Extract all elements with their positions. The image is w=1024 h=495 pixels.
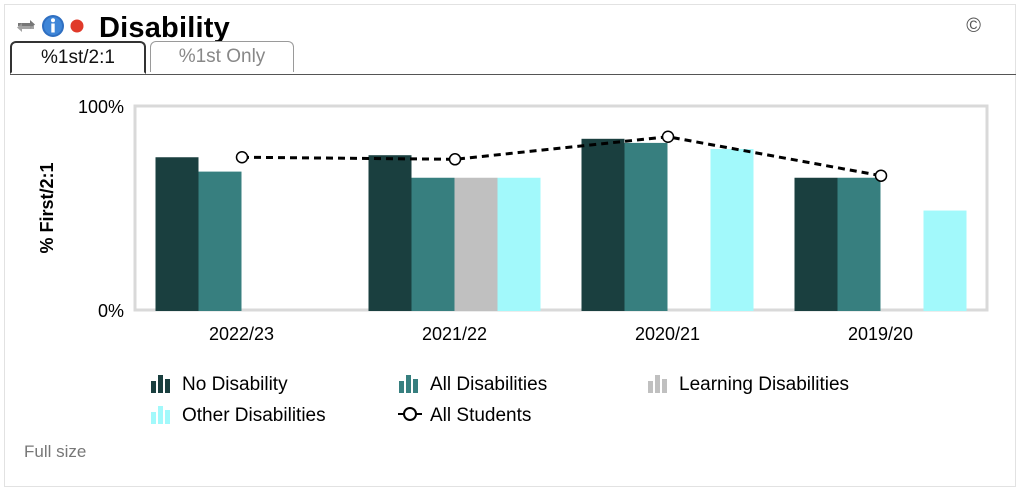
line-marker-icon (398, 407, 422, 421)
y-axis-label: % First/2:1 (37, 162, 57, 253)
all-students-point-2019-20[interactable] (874, 169, 888, 182)
legend-label: All Disabilities (430, 374, 547, 395)
bar-no-disability-2019-20 (794, 177, 838, 311)
bar-other-disabilities-2020-21 (710, 149, 754, 311)
bar-no-disability-2021-22 (368, 155, 412, 311)
bar-chart-icon (399, 375, 418, 393)
bar-chart-icon (151, 375, 170, 393)
bar-all-disabilities-2020-21 (624, 142, 668, 311)
bar-all-disabilities-2019-20 (837, 177, 881, 311)
bar-all-disabilities-2021-22 (411, 177, 455, 311)
bar-chart-icon (151, 406, 170, 424)
bar-chart: 100% 0% % First/2:1 2022/23 2021/22 2020/2… (37, 97, 989, 426)
page-title: Disability (99, 11, 230, 44)
x-tick-label: 2022/23 (209, 324, 274, 344)
bar-chart-icon (648, 375, 667, 393)
tab-divider (10, 74, 1016, 75)
tab-first-2-1[interactable]: %1st/2:1 (10, 41, 146, 74)
plot-area-frame (133, 104, 989, 312)
legend-item-all-disabilities[interactable]: All Disabilities (399, 374, 547, 395)
legend-label: Other Disabilities (182, 405, 326, 426)
legend-item-learning-disabilities[interactable]: Learning Disabilities (648, 374, 849, 395)
legend-item-other-disabilities[interactable]: Other Disabilities (151, 405, 326, 426)
copyright-icon: © (966, 15, 981, 37)
y-tick-100: 100% (78, 97, 124, 117)
bar-all-disabilities-2022-23 (198, 171, 242, 311)
tab-first-only[interactable]: %1st Only (150, 41, 294, 72)
x-tick-label: 2021/22 (422, 324, 487, 344)
legend-label: All Students (430, 405, 531, 426)
y-tick-0: 0% (98, 301, 124, 321)
all-students-line (241, 135, 882, 178)
bar-learning-disabilities-2021-22 (454, 177, 498, 311)
bar-other-disabilities-2019-20 (923, 210, 967, 311)
bar-no-disability-2020-21 (581, 138, 625, 311)
bar-other-disabilities-2021-22 (497, 177, 541, 311)
legend-label: Learning Disabilities (679, 374, 849, 395)
all-students-point-2020-21[interactable] (661, 130, 675, 143)
all-students-point-2022-23[interactable] (235, 151, 249, 164)
refresh-icon[interactable] (15, 15, 37, 42)
legend-item-no-disability[interactable]: No Disability (151, 374, 288, 395)
info-icon[interactable] (41, 14, 65, 43)
status-dot-icon (69, 18, 85, 39)
x-tick-label: 2019/20 (848, 324, 913, 344)
panel-header: Disability (15, 11, 230, 45)
legend-label: No Disability (182, 374, 288, 395)
full-size-link[interactable]: Full size (24, 442, 87, 461)
x-tick-label: 2020/21 (635, 324, 700, 344)
all-students-point-2021-22[interactable] (448, 153, 462, 166)
legend-item-all-students[interactable]: All Students (398, 405, 531, 426)
bar-no-disability-2022-23 (155, 157, 199, 311)
